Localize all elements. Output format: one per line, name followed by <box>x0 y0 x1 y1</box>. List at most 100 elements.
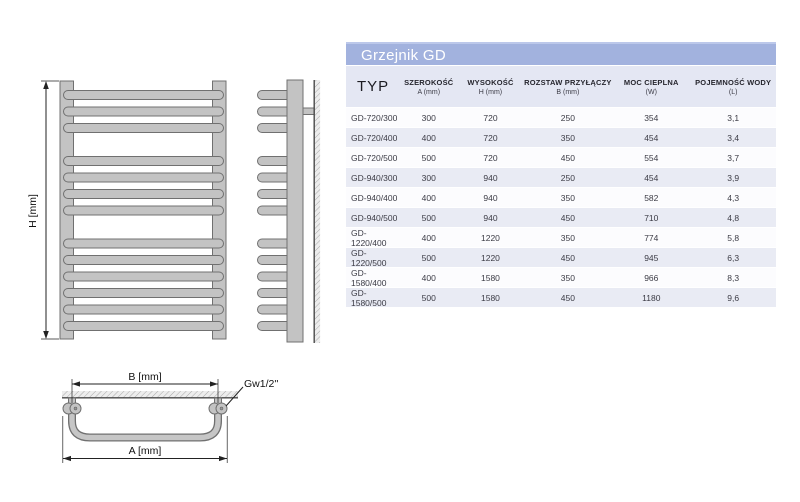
table-cell: GD-720/300 <box>351 112 398 123</box>
rung <box>63 288 224 298</box>
radiator-diagram: H [mm] B [mm] <box>27 79 321 463</box>
table-cell: GD-1580/400 <box>351 267 387 288</box>
table-cell: 6,3 <box>727 252 740 263</box>
front-rungs <box>63 90 224 331</box>
front-view: H [mm] <box>27 80 227 340</box>
table-cell: 940 <box>483 192 498 203</box>
table-cell: 3,7 <box>727 152 740 163</box>
table-cell: 8,3 <box>727 272 740 283</box>
table-cell: 300 <box>421 172 436 183</box>
table-cell: GD-720/500 <box>351 152 398 163</box>
table-cell: 945 <box>644 252 659 263</box>
table-cell: 1580 <box>481 292 500 303</box>
table-cell: 582 <box>644 192 659 203</box>
table-row: GD-940/300 300 940 250 454 3,9 <box>346 168 776 187</box>
table-row: GD-1580/400 400 1580 350 966 8,3 <box>346 267 776 288</box>
side-collector <box>286 79 304 343</box>
rung <box>63 123 224 133</box>
table-cell: 450 <box>560 152 575 163</box>
thread-label: Gw1/2'' <box>244 378 278 390</box>
table-cell: 500 <box>421 212 436 223</box>
u-tube <box>69 406 221 441</box>
rung <box>63 321 224 331</box>
rung <box>63 90 224 100</box>
table-cell: 774 <box>644 232 659 243</box>
table-cell: 5,8 <box>727 232 740 243</box>
table-cell: 300 <box>421 112 436 123</box>
column-header-5: POJEMNOŚĆ WODY (L) <box>695 77 772 96</box>
table-cell: 500 <box>421 292 436 303</box>
table-cell: 500 <box>421 152 436 163</box>
table-row: GD-720/300 300 720 250 354 3,1 <box>346 108 776 127</box>
table-cell: GD-1220/500 <box>351 247 387 268</box>
table-cell: 4,3 <box>727 192 740 203</box>
table-cell: 1180 <box>642 292 661 303</box>
rung <box>63 255 224 265</box>
height-dimension-label: H [mm] <box>27 194 39 228</box>
left-fitting <box>62 402 82 415</box>
table-cell: 454 <box>644 132 659 143</box>
table-cell: 1580 <box>481 272 500 283</box>
table-cell: 454 <box>644 172 659 183</box>
table-cell: 400 <box>421 232 436 243</box>
wall-bracket <box>302 107 315 115</box>
table-cell: 3,9 <box>727 172 740 183</box>
wall-hatch-top <box>62 391 238 398</box>
rung <box>63 271 224 282</box>
table-row: GD-1580/500 500 1580 450 1180 9,6 <box>346 287 776 308</box>
table-row: GD-1220/500 500 1220 450 945 6,3 <box>346 247 776 268</box>
right-fitting <box>208 402 228 415</box>
spec-table: Grzejnik GD TYP SZEROKOŚĆ A (mm) WYSOKOŚĆ H … <box>346 42 776 308</box>
table-cell: 250 <box>560 172 575 183</box>
rung <box>63 172 224 183</box>
rung <box>63 238 224 249</box>
table-cell: 966 <box>644 272 659 283</box>
side-view <box>257 79 321 343</box>
table-row: GD-940/500 500 940 450 710 4,8 <box>346 208 776 227</box>
rung <box>63 189 224 199</box>
table-rows: GD-720/300 300 720 250 354 3,1 GD-720/400 400 72… <box>346 108 776 308</box>
table-row: GD-1220/400 400 1220 350 774 5,8 <box>346 227 776 248</box>
column-header-4: MOC CIEPLNA (W) <box>623 77 679 96</box>
table-cell: 9,6 <box>727 292 740 303</box>
connection-spacing-label: B [mm] <box>128 371 161 383</box>
column-header-3: ROZSTAW PRZYŁĄCZY B (mm) <box>524 77 612 96</box>
column-header-2: WYSOKOŚĆ H (mm) <box>467 77 514 96</box>
table-cell: 350 <box>560 192 575 203</box>
top-view: B [mm] A [mm] Gw1/2'' <box>62 371 278 463</box>
rung <box>63 106 224 117</box>
table-cell: 450 <box>560 212 575 223</box>
column-header-0: TYP <box>356 78 390 95</box>
table-cell: 400 <box>421 132 436 143</box>
table-row: GD-940/400 400 940 350 582 4,3 <box>346 188 776 207</box>
table-cell: GD-940/500 <box>351 212 398 223</box>
table-cell: 3,4 <box>727 132 740 143</box>
rung <box>63 205 224 216</box>
table-cell: 500 <box>421 252 436 263</box>
thread-leader-line <box>225 386 244 407</box>
table-cell: 554 <box>644 152 659 163</box>
table-cell: GD-1580/500 <box>351 287 387 308</box>
table-cell: 400 <box>421 272 436 283</box>
table-row: GD-720/500 500 720 450 554 3,7 <box>346 148 776 167</box>
table-cell: 720 <box>483 112 498 123</box>
table-cell: 1220 <box>481 252 500 263</box>
table-cell: 450 <box>560 292 575 303</box>
width-dimension-label: A [mm] <box>129 445 162 457</box>
table-cell: 3,1 <box>727 112 740 123</box>
table-cell: 350 <box>560 272 575 283</box>
rung <box>63 304 224 315</box>
table-title-bar: Grzejnik GD <box>346 42 776 65</box>
table-cell: 250 <box>560 112 575 123</box>
table-cell: 350 <box>560 132 575 143</box>
table-cell: 940 <box>483 212 498 223</box>
wall-hatch <box>314 80 321 343</box>
table-cell: GD-940/400 <box>351 192 398 203</box>
table-cell: 350 <box>560 232 575 243</box>
table-cell: GD-1220/400 <box>351 227 387 248</box>
table-cell: 720 <box>483 132 498 143</box>
table-cell: 1220 <box>481 232 500 243</box>
table-row: GD-720/400 400 720 350 454 3,4 <box>346 128 776 147</box>
table-cell: 720 <box>483 152 498 163</box>
table-cell: 400 <box>421 192 436 203</box>
